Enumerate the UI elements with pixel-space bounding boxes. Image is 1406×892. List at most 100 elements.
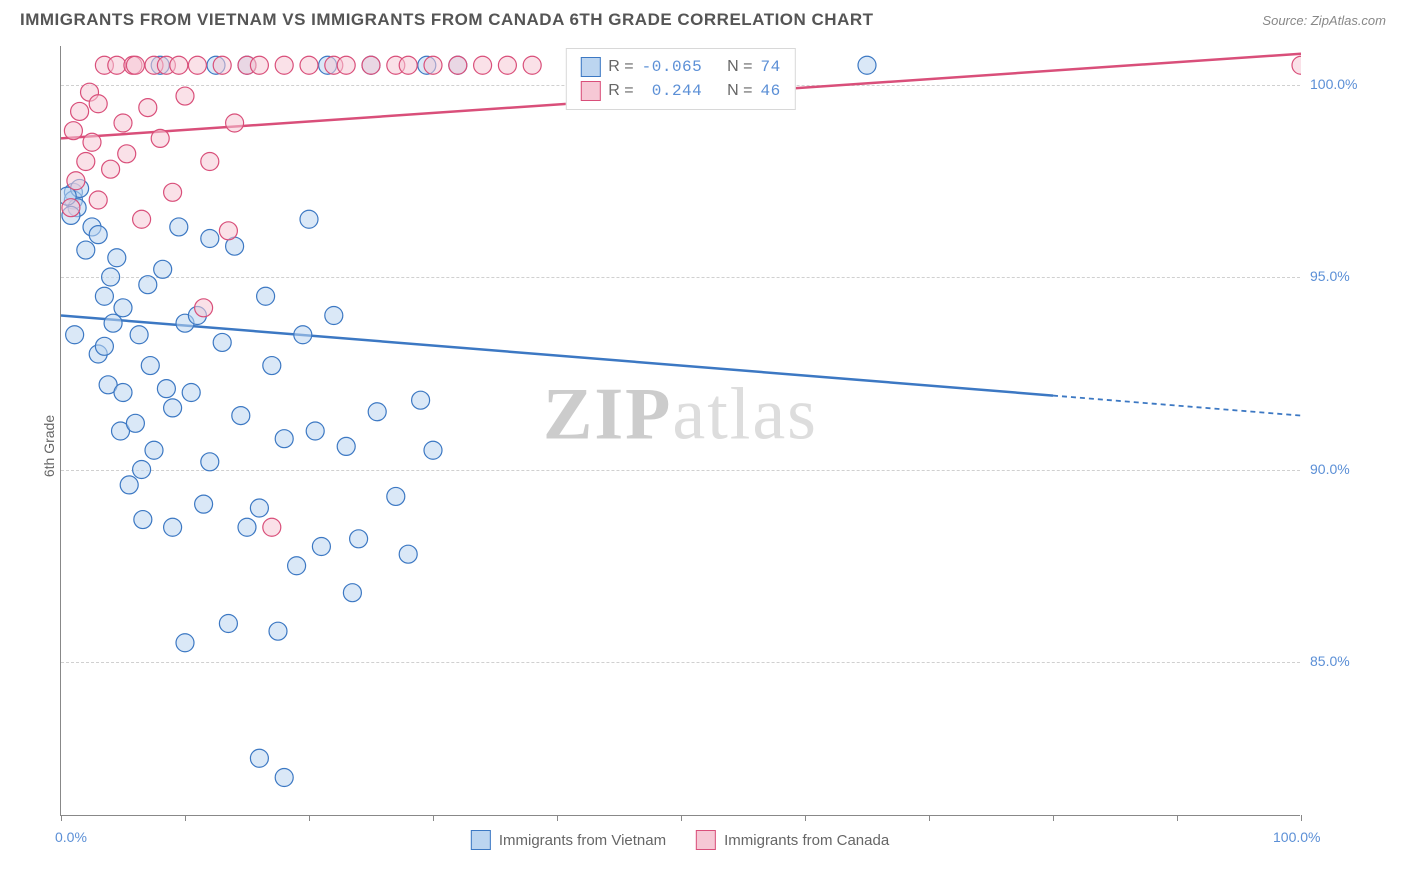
data-point-vietnam: [133, 461, 151, 479]
data-point-canada: [424, 56, 442, 74]
data-point-canada: [102, 160, 120, 178]
n-value-canada: 46: [761, 82, 781, 100]
data-point-vietnam: [176, 634, 194, 652]
data-point-vietnam: [77, 241, 95, 259]
data-point-vietnam: [238, 518, 256, 536]
legend-row-canada: R = 0.244 N = 46: [580, 79, 780, 103]
data-point-canada: [170, 56, 188, 74]
x-tick-label: 0.0%: [55, 829, 87, 845]
n-label: N =: [727, 82, 752, 100]
data-point-vietnam: [157, 380, 175, 398]
data-point-vietnam: [412, 391, 430, 409]
legend-label-vietnam: Immigrants from Vietnam: [499, 832, 666, 849]
data-point-vietnam: [120, 476, 138, 494]
data-point-vietnam: [164, 399, 182, 417]
scatter-svg: [61, 46, 1301, 816]
data-point-vietnam: [337, 437, 355, 455]
data-point-canada: [337, 56, 355, 74]
source-attribution: Source: ZipAtlas.com: [1262, 13, 1386, 28]
data-point-canada: [64, 122, 82, 140]
r-value-vietnam: -0.065: [642, 58, 703, 76]
data-point-canada: [176, 87, 194, 105]
legend-item-vietnam: Immigrants from Vietnam: [471, 830, 666, 850]
legend-item-canada: Immigrants from Canada: [696, 830, 889, 850]
data-point-vietnam: [288, 557, 306, 575]
data-point-vietnam: [275, 769, 293, 787]
plot-region: ZIPatlas R = -0.065 N = 74 R = 0.244 N =…: [60, 46, 1300, 816]
data-point-canada: [263, 518, 281, 536]
data-point-vietnam: [387, 487, 405, 505]
data-point-vietnam: [154, 260, 172, 278]
data-point-vietnam: [350, 530, 368, 548]
data-point-vietnam: [257, 287, 275, 305]
data-point-vietnam: [182, 384, 200, 402]
data-point-vietnam: [108, 249, 126, 267]
data-point-canada: [219, 222, 237, 240]
data-point-vietnam: [95, 337, 113, 355]
data-point-canada: [399, 56, 417, 74]
data-point-canada: [67, 172, 85, 190]
x-tick: [1301, 815, 1302, 821]
data-point-canada: [77, 153, 95, 171]
legend-label-canada: Immigrants from Canada: [724, 832, 889, 849]
data-point-vietnam: [145, 441, 163, 459]
data-point-vietnam: [139, 276, 157, 294]
source-label: Source:: [1262, 13, 1307, 28]
swatch-canada-icon: [696, 830, 716, 850]
data-point-vietnam: [95, 287, 113, 305]
data-point-vietnam: [424, 441, 442, 459]
data-point-canada: [188, 56, 206, 74]
legend-row-vietnam: R = -0.065 N = 74: [580, 55, 780, 79]
data-point-canada: [523, 56, 541, 74]
data-point-vietnam: [130, 326, 148, 344]
r-label: R =: [608, 82, 633, 100]
data-point-vietnam: [399, 545, 417, 563]
r-value-canada: 0.244: [642, 82, 703, 100]
data-point-vietnam: [66, 326, 84, 344]
data-point-vietnam: [368, 403, 386, 421]
data-point-vietnam: [195, 495, 213, 513]
data-point-canada: [474, 56, 492, 74]
data-point-vietnam: [126, 414, 144, 432]
data-point-canada: [213, 56, 231, 74]
n-label: N =: [727, 58, 752, 76]
data-point-vietnam: [134, 511, 152, 529]
data-point-vietnam: [170, 218, 188, 236]
data-point-canada: [83, 133, 101, 151]
y-tick-label: 95.0%: [1310, 268, 1380, 284]
data-point-vietnam: [269, 622, 287, 640]
data-point-vietnam: [114, 384, 132, 402]
data-point-vietnam: [201, 230, 219, 248]
data-point-vietnam: [294, 326, 312, 344]
correlation-legend: R = -0.065 N = 74 R = 0.244 N = 46: [565, 48, 795, 110]
swatch-canada: [580, 81, 600, 101]
data-point-canada: [126, 56, 144, 74]
data-point-canada: [300, 56, 318, 74]
data-point-canada: [195, 299, 213, 317]
data-point-vietnam: [300, 210, 318, 228]
data-point-canada: [71, 102, 89, 120]
data-point-vietnam: [250, 749, 268, 767]
y-tick-label: 100.0%: [1310, 76, 1380, 92]
data-point-canada: [89, 191, 107, 209]
data-point-canada: [62, 199, 80, 217]
n-value-vietnam: 74: [760, 58, 780, 76]
x-tick-label: 100.0%: [1273, 829, 1320, 845]
data-point-canada: [362, 56, 380, 74]
series-legend: Immigrants from Vietnam Immigrants from …: [471, 830, 889, 850]
data-point-vietnam: [312, 538, 330, 556]
data-point-canada: [133, 210, 151, 228]
data-point-canada: [250, 56, 268, 74]
data-point-canada: [164, 183, 182, 201]
data-point-canada: [275, 56, 293, 74]
data-point-vietnam: [141, 357, 159, 375]
data-point-vietnam: [89, 226, 107, 244]
data-point-vietnam: [201, 453, 219, 471]
data-point-canada: [151, 129, 169, 147]
data-point-canada: [498, 56, 516, 74]
data-point-vietnam: [306, 422, 324, 440]
data-point-canada: [1292, 56, 1301, 74]
data-point-vietnam: [858, 56, 876, 74]
data-point-canada: [449, 56, 467, 74]
regression-line-vietnam: [61, 316, 1053, 396]
